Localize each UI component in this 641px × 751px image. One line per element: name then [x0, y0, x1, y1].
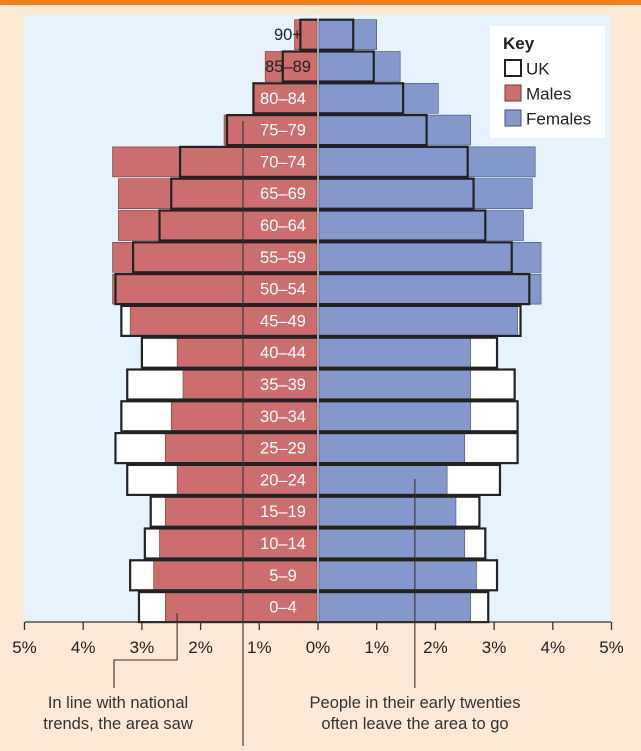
- female-bar-0–4: [317, 591, 471, 623]
- annotation-left-line-1: In line with national: [47, 694, 189, 712]
- legend-label-females: Females: [526, 110, 591, 129]
- age-label-25–29: 25–29: [260, 440, 306, 458]
- female-bar-70–74: [317, 146, 536, 178]
- age-label-5–9: 5–9: [269, 567, 297, 585]
- female-bar-85–89: [317, 51, 401, 82]
- age-label-75–79: 75–79: [260, 122, 306, 140]
- age-label-55–59: 55–59: [260, 249, 306, 267]
- age-label-85–89: 85–89: [265, 58, 311, 76]
- age-label-35–39: 35–39: [260, 376, 306, 394]
- age-label-70–74: 70–74: [260, 153, 306, 171]
- age-label-30–34: 30–34: [260, 408, 306, 426]
- female-bar-40–44: [317, 337, 471, 369]
- legend-swatch-males: [504, 84, 522, 102]
- x-tick-label: 4%: [541, 638, 566, 657]
- legend-label-uk: UK: [526, 60, 550, 79]
- annotation-right: People in their early twenties often lea…: [287, 693, 543, 735]
- legend-title: Key: [503, 34, 535, 53]
- x-tick-label: 1%: [364, 638, 389, 657]
- age-label-45–49: 45–49: [260, 312, 306, 330]
- annotation-left-line-2: trends, the area saw: [43, 715, 193, 733]
- annotation-right-line-1: People in their early twenties: [309, 694, 521, 712]
- x-tick-label: 3%: [130, 638, 155, 657]
- x-tick-label: 3%: [482, 638, 507, 657]
- female-bar-5–9: [317, 559, 477, 591]
- annotation-right-line-2: often leave the area to go: [321, 715, 509, 733]
- x-tick-label: 4%: [71, 638, 96, 657]
- female-bar-35–39: [317, 369, 471, 400]
- female-bar-30–34: [317, 400, 471, 432]
- female-bar-65–69: [317, 178, 533, 209]
- female-bar-15–19: [317, 496, 457, 528]
- top-accent-band: [0, 0, 641, 5]
- x-tick-label: 0%: [306, 638, 331, 657]
- female-bar-25–29: [317, 432, 466, 464]
- male-bar-40–44: [176, 337, 319, 369]
- age-label-20–24: 20–24: [260, 471, 306, 489]
- age-label-15–19: 15–19: [260, 503, 306, 521]
- legend-swatch-uk: [504, 59, 522, 77]
- male-bar-75–79: [223, 114, 319, 146]
- legend-swatch-females: [504, 109, 522, 127]
- female-bar-10–14: [317, 528, 466, 559]
- male-bar-60–64: [118, 210, 319, 241]
- x-tick-label: 5%: [599, 638, 624, 657]
- age-label-90+: 90+: [274, 26, 302, 44]
- age-label-65–69: 65–69: [260, 185, 306, 203]
- male-bar-55–59: [112, 242, 319, 273]
- male-bar-70–74: [112, 146, 319, 178]
- age-label-10–14: 10–14: [260, 535, 306, 553]
- x-tick-label: 1%: [247, 638, 272, 657]
- annotation-left: In line with national trends, the area s…: [38, 693, 198, 735]
- female-bar-80–84: [317, 83, 439, 114]
- male-bar-20–24: [176, 464, 319, 496]
- annotation-left-leader: [113, 613, 178, 688]
- legend-label-males: Males: [526, 85, 571, 104]
- x-tick-label: 5%: [12, 638, 37, 657]
- age-label-80–84: 80–84: [260, 90, 306, 108]
- x-tick-label: 2%: [423, 638, 448, 657]
- male-bar-85–89: [264, 51, 319, 82]
- female-bar-55–59: [317, 242, 542, 273]
- female-bar-90+: [317, 19, 378, 51]
- male-bar-10–14: [159, 528, 319, 559]
- age-label-50–54: 50–54: [260, 281, 306, 299]
- x-tick-label: 2%: [188, 638, 213, 657]
- female-bar-50–54: [317, 273, 542, 305]
- female-bar-75–79: [317, 114, 471, 146]
- female-bar-20–24: [317, 464, 448, 496]
- age-label-40–44: 40–44: [260, 344, 306, 362]
- female-bar-60–64: [317, 210, 524, 241]
- female-bar-45–49: [317, 305, 518, 337]
- age-label-60–64: 60–64: [260, 217, 306, 235]
- age-label-0–4: 0–4: [269, 599, 297, 617]
- male-bar-80–84: [253, 83, 319, 114]
